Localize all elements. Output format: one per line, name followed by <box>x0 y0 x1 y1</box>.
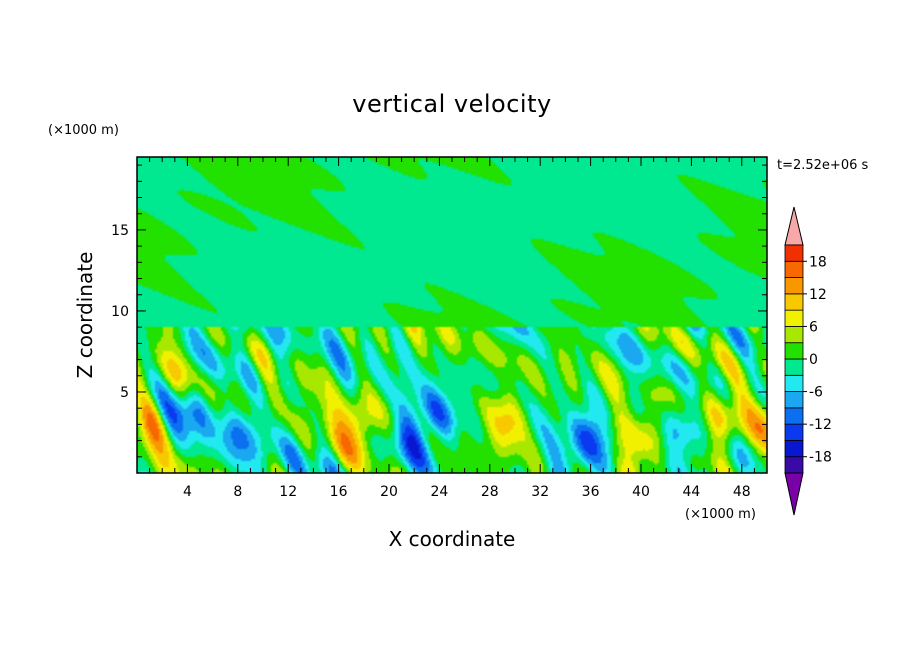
chart-title: vertical velocity <box>352 90 551 118</box>
x-axis-label: X coordinate <box>389 527 516 551</box>
colorbar-band <box>784 407 804 425</box>
colorbar-tick-label: 6 <box>809 319 818 335</box>
colorbar-band <box>784 440 804 458</box>
colorbar-tick-label: 12 <box>809 287 827 303</box>
x-tick-label: 8 <box>233 484 242 500</box>
colorbar-band <box>784 374 804 392</box>
colorbar-band <box>784 423 804 441</box>
colorbar-tick-label: -12 <box>809 417 832 433</box>
colorbar-band <box>784 342 804 360</box>
colorbar-tick-label: -6 <box>809 385 823 401</box>
colorbar-band <box>784 293 804 311</box>
colorbar-band <box>784 358 804 376</box>
y-axis-unit: (×1000 m) <box>48 123 119 138</box>
colorbar: 18 12 6 0 -6 -12 -18 <box>784 206 832 516</box>
colorbar-tick-label: 0 <box>809 352 818 368</box>
x-tick-label: 20 <box>380 484 398 500</box>
colorbar-extend-max <box>784 206 804 246</box>
x-tick-label: 32 <box>531 484 549 500</box>
velocity-contour-field <box>137 157 767 473</box>
x-tick-label: 28 <box>481 484 499 500</box>
colorbar-band <box>784 391 804 409</box>
colorbar-band <box>784 244 804 262</box>
colorbar-band <box>784 456 804 474</box>
x-tick-label: 40 <box>632 484 650 500</box>
colorbar-band <box>784 277 804 295</box>
colorbar-band <box>784 309 804 327</box>
colorbar-band <box>784 260 804 278</box>
x-tick-label: 24 <box>430 484 448 500</box>
x-axis-unit: (×1000 m) <box>685 507 756 522</box>
y-axis-ticks: 5 10 15 <box>111 164 767 458</box>
colorbar-tick-label: -18 <box>809 450 832 466</box>
x-tick-label: 36 <box>582 484 600 500</box>
colorbar-band <box>784 326 804 344</box>
x-axis-ticks: 4 8 12 16 20 24 28 32 36 40 44 48 <box>149 157 755 500</box>
x-tick-label: 16 <box>330 484 348 500</box>
y-tick-label: 5 <box>120 385 129 401</box>
colorbar-extend-min <box>784 472 804 516</box>
x-tick-label: 4 <box>183 484 192 500</box>
x-tick-label: 48 <box>733 484 751 500</box>
colorbar-tick-label: 18 <box>809 254 827 270</box>
x-tick-label: 12 <box>279 484 297 500</box>
x-tick-label: 44 <box>682 484 700 500</box>
y-axis-label: Z coordinate <box>73 252 97 379</box>
y-tick-label: 15 <box>111 223 129 239</box>
y-tick-label: 10 <box>111 304 129 320</box>
time-label: t=2.52e+06 s <box>777 158 869 173</box>
